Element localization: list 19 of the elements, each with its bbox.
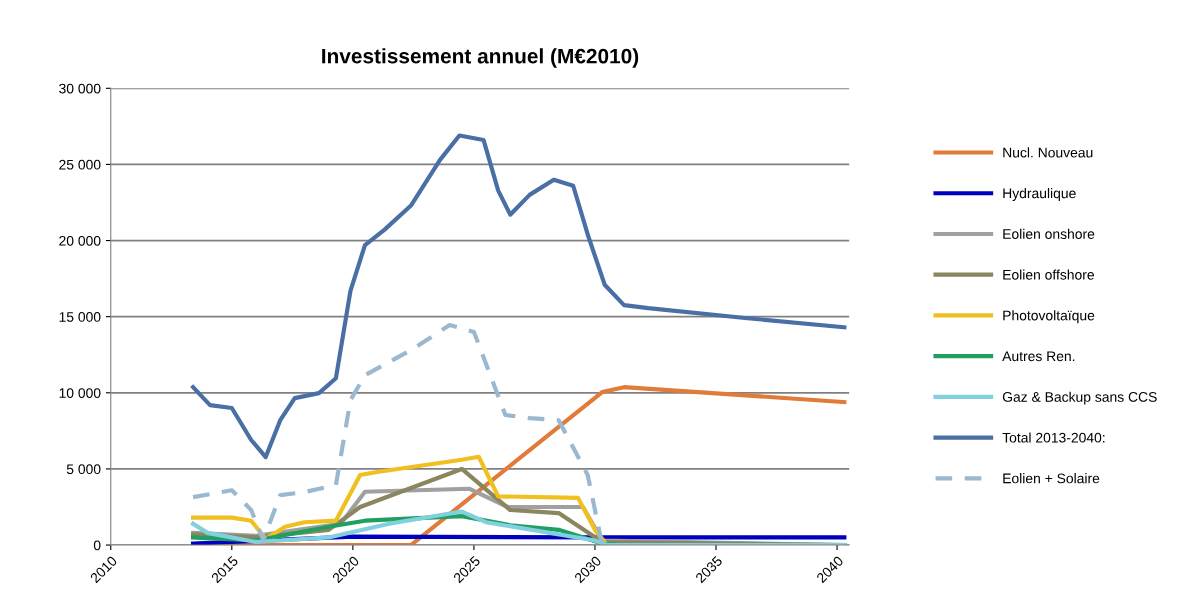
y-tick-label: 0: [93, 540, 101, 551]
y-tick-label: 15 000: [59, 312, 101, 322]
legend-label: Total 2013-2040:: [1002, 432, 1105, 443]
legend-label: Eolien offshore: [1003, 269, 1094, 280]
y-tick-label: 10 000: [59, 388, 101, 398]
y-tick-label: 20 000: [59, 235, 101, 246]
legend-label: Eolien + Solaire: [1003, 473, 1100, 484]
chart-title: Investissement annuel (M€2010): [322, 48, 639, 68]
legend-label: Eolien onshore: [1003, 228, 1095, 239]
legend-label: Nucl. Nouveau: [1003, 147, 1093, 158]
line-series: [190, 322, 605, 546]
legend-label: Gaz & Backup sans CCS: [1002, 391, 1157, 405]
line-series: [190, 133, 847, 460]
legend-label: Autres Ren.: [1002, 351, 1075, 362]
y-tick-label: 25 000: [59, 159, 101, 170]
legend-label: Photovoltaïque: [1003, 310, 1095, 324]
y-tick-label: 30 000: [59, 83, 101, 94]
y-tick-label: 5 000: [66, 464, 101, 475]
legend-label: Hydraulique: [1003, 188, 1076, 201]
